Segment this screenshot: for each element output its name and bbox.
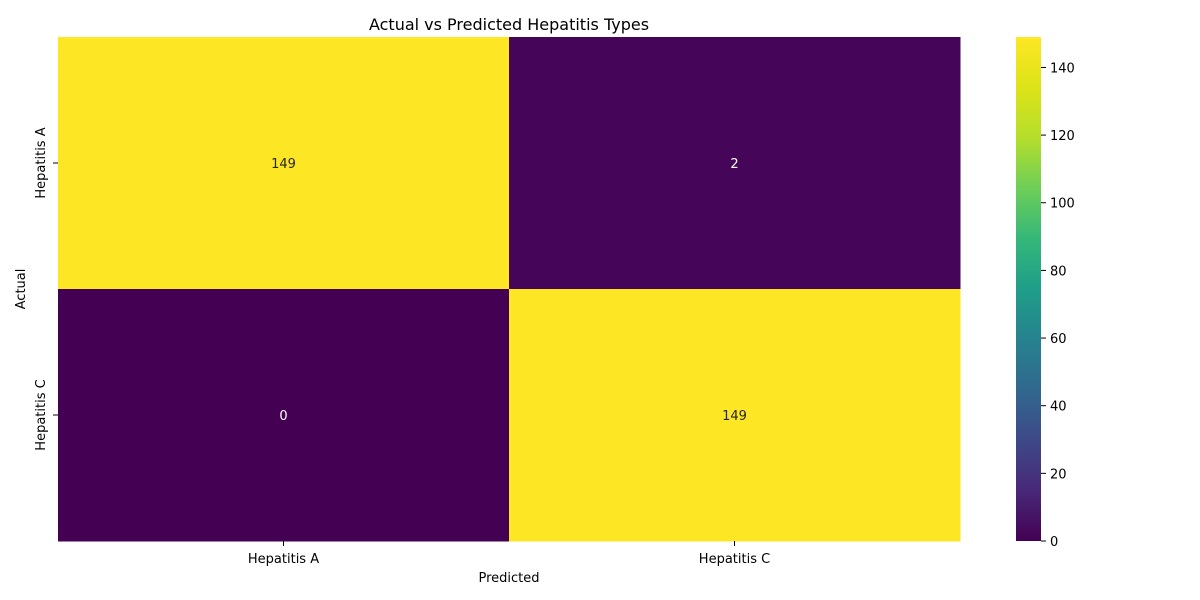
colorbar-tick-label: 60 — [1050, 332, 1067, 347]
x-tick-label: Hepatitis C — [699, 552, 770, 567]
colorbar-tick-label: 120 — [1050, 129, 1075, 144]
cell-value-label: 2 — [730, 157, 738, 172]
x-axis-ticks: Hepatitis A Hepatitis C — [248, 541, 770, 567]
heatmap-cell — [58, 37, 510, 290]
y-axis-label: Actual — [14, 269, 29, 310]
heatmap-cell — [509, 37, 961, 290]
colorbar-tick-label: 0 — [1050, 535, 1058, 550]
colorbar-tick-label: 140 — [1050, 61, 1075, 76]
heatmap-cell — [509, 289, 961, 542]
cell-value-label: 149 — [271, 157, 296, 172]
colorbar — [1016, 37, 1041, 541]
x-tick-label: Hepatitis A — [248, 552, 319, 567]
x-axis-label: Predicted — [478, 571, 539, 586]
chart-title: Actual vs Predicted Hepatitis Types — [369, 15, 649, 34]
cell-value-label: 149 — [722, 409, 747, 424]
cell-value-label: 0 — [279, 409, 287, 424]
y-tick-label: Hepatitis C — [34, 379, 49, 450]
heatmap-cells — [58, 37, 961, 542]
y-axis-ticks: Hepatitis A Hepatitis C — [34, 127, 58, 451]
heatmap-cell — [58, 289, 510, 542]
colorbar-tick-label: 40 — [1050, 400, 1067, 415]
colorbar-tick-label: 100 — [1050, 197, 1075, 212]
heatmap-cell-labels: 149 2 0 149 — [271, 157, 747, 424]
colorbar-tick-label: 20 — [1050, 467, 1067, 482]
y-tick-label: Hepatitis A — [34, 127, 49, 198]
colorbar-ticks: 0 20 40 60 80 100 120 140 — [1041, 61, 1075, 550]
colorbar-tick-label: 80 — [1050, 264, 1067, 279]
